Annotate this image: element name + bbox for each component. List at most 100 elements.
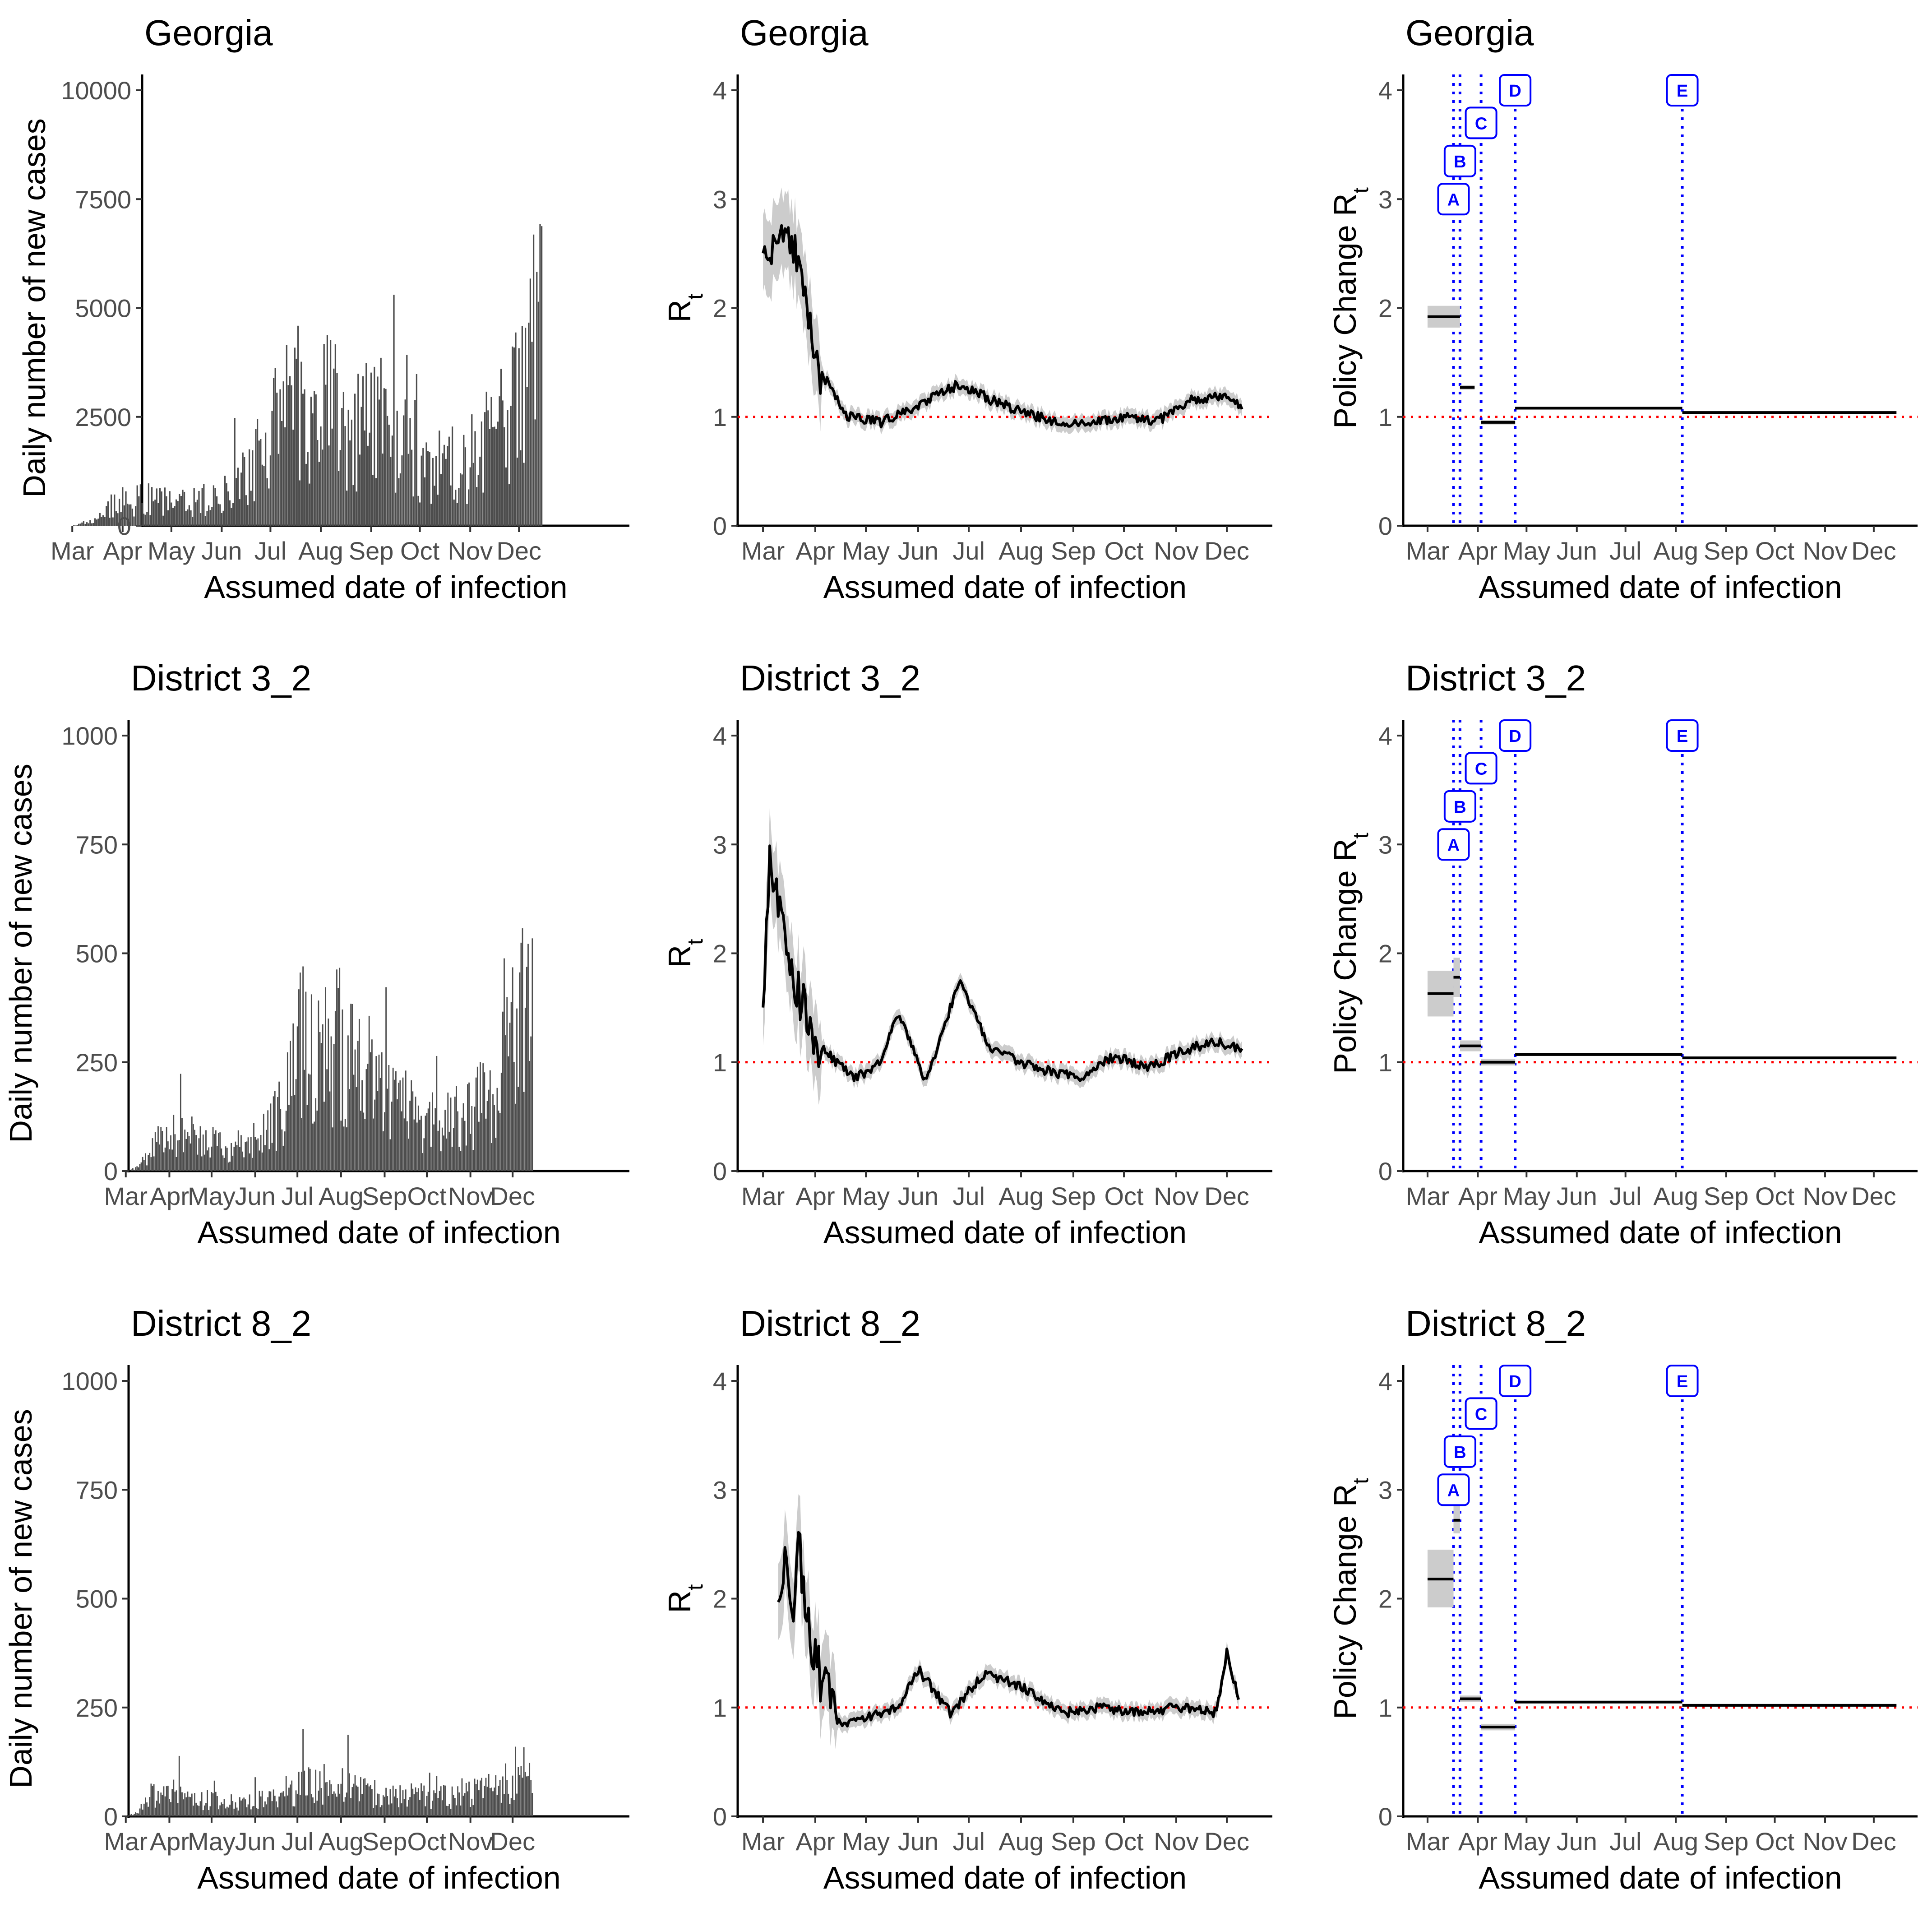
x-tick-label: Jun — [235, 1827, 275, 1856]
bar — [312, 413, 314, 526]
bar — [154, 1132, 156, 1171]
bar — [515, 1746, 516, 1816]
bar — [330, 1784, 332, 1816]
bar — [207, 1150, 208, 1171]
x-tick-label: Dec — [1204, 1182, 1249, 1210]
x-tick-label: Nov — [1803, 1182, 1848, 1210]
bar — [106, 506, 107, 526]
bar — [347, 409, 349, 526]
bar — [488, 1089, 490, 1171]
policy-label-box — [1437, 828, 1470, 861]
y-tick-label: 750 — [76, 1476, 118, 1504]
x-tick-label: Oct — [407, 1182, 447, 1210]
bar — [498, 1786, 499, 1816]
bar — [429, 1102, 430, 1171]
bar — [325, 987, 326, 1171]
bar — [96, 519, 97, 526]
bar — [419, 1120, 421, 1171]
bar — [391, 1102, 393, 1171]
bar — [167, 510, 169, 526]
bar — [371, 1039, 373, 1171]
bar — [219, 1805, 221, 1816]
bar — [394, 492, 397, 526]
y-tick-label: 3 — [1378, 1476, 1392, 1504]
policy-label-a: A — [1437, 828, 1470, 861]
bar — [139, 484, 142, 526]
bar — [298, 1771, 300, 1816]
bar — [417, 1788, 419, 1816]
bar — [448, 1804, 450, 1816]
bar — [315, 394, 317, 526]
bar — [429, 1773, 430, 1816]
bar — [531, 342, 533, 526]
bar — [248, 449, 250, 526]
panel-title: District 8_2 — [1405, 1303, 1586, 1343]
y-tick-label: 0 — [713, 1157, 727, 1185]
bar — [316, 1110, 318, 1171]
bar — [340, 1121, 342, 1171]
bar — [508, 1056, 509, 1171]
x-axis-label: Assumed date of infection — [204, 570, 567, 605]
bar — [171, 502, 172, 526]
bar — [268, 488, 270, 526]
policy-label-text: E — [1677, 1372, 1688, 1391]
bar — [161, 491, 162, 526]
bar — [500, 1802, 502, 1816]
policy-label-box — [1437, 1473, 1470, 1506]
bar — [526, 967, 527, 1171]
y-tick-label: 500 — [76, 940, 118, 968]
bar — [411, 1080, 412, 1171]
bar — [510, 1002, 512, 1171]
bar — [222, 510, 224, 526]
bar — [474, 1778, 476, 1816]
bar — [325, 384, 327, 526]
bar — [447, 1806, 449, 1816]
bar — [285, 1776, 287, 1816]
bar — [287, 1052, 288, 1171]
bar — [312, 1797, 314, 1816]
bar — [309, 483, 310, 526]
bar — [448, 1131, 450, 1171]
bar — [145, 1153, 146, 1171]
x-axis-label: Assumed date of infection — [823, 1215, 1187, 1250]
bar — [347, 1735, 349, 1816]
bar — [393, 1796, 395, 1816]
bar — [284, 427, 286, 526]
bar — [364, 430, 365, 526]
bar — [73, 525, 75, 526]
policy-label-box — [1465, 752, 1498, 785]
bar — [451, 1786, 453, 1816]
bar — [141, 503, 143, 526]
bar — [201, 1792, 203, 1816]
bar — [319, 1771, 321, 1816]
bar — [315, 1769, 317, 1816]
x-tick-label: Aug — [998, 1182, 1044, 1210]
bar — [494, 1105, 495, 1171]
bar — [456, 503, 458, 526]
bar — [310, 994, 312, 1171]
bar — [471, 414, 473, 526]
bar — [86, 522, 88, 526]
bar — [236, 1145, 238, 1171]
bar — [470, 1134, 471, 1171]
bar — [222, 1155, 224, 1171]
bar — [414, 400, 416, 526]
bar — [143, 514, 145, 526]
bar — [201, 1156, 203, 1171]
y-tick-label: 250 — [76, 1694, 118, 1722]
policy-label-box — [1437, 183, 1470, 216]
bar — [529, 1061, 531, 1171]
bar — [202, 1810, 204, 1816]
bar — [318, 1000, 319, 1171]
x-tick-label: Apr — [1458, 537, 1498, 565]
bar — [456, 1805, 457, 1816]
x-tick-label: Oct — [1755, 1827, 1795, 1856]
policy-label-text: E — [1677, 727, 1688, 746]
y-tick-label: 1000 — [61, 1367, 118, 1395]
bar — [464, 1121, 466, 1171]
bar — [216, 496, 218, 526]
bar — [304, 1070, 305, 1171]
bar — [407, 454, 410, 526]
bar — [466, 504, 468, 526]
